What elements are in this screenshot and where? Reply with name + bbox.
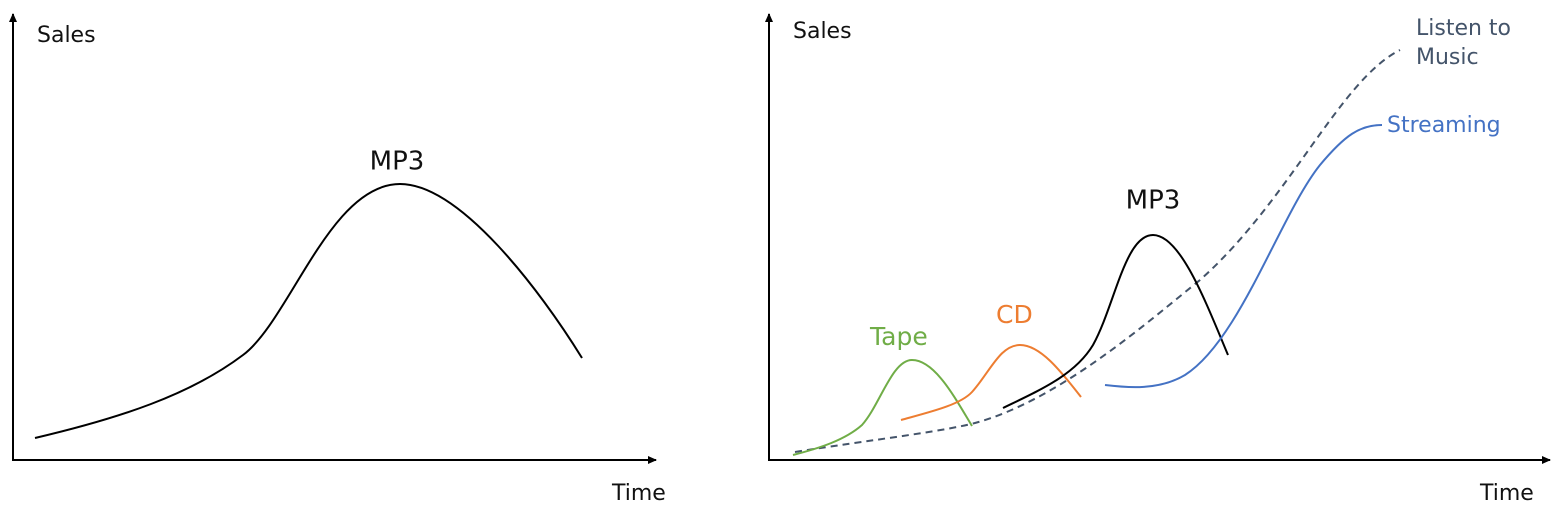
mp3-curve xyxy=(1002,233,1229,409)
y-axis-label: Sales xyxy=(793,19,852,44)
mp3-curve xyxy=(34,182,583,439)
right-panel: Sales Time Tape CD MP3 Listen to Music S… xyxy=(765,13,1551,506)
listen-label-line: Listen to xyxy=(1416,16,1511,41)
streaming-curve xyxy=(1104,124,1383,389)
y-axis-label: Sales xyxy=(37,23,96,48)
tape-label: Tape xyxy=(869,322,928,351)
x-axis-label: Time xyxy=(1479,481,1534,506)
left-panel: Sales Time MP3 xyxy=(9,13,666,506)
listen-label-line: Music xyxy=(1416,45,1479,70)
cd-curve xyxy=(900,343,1082,421)
mp3-label: MP3 xyxy=(1126,186,1181,216)
streaming-label: Streaming xyxy=(1387,113,1501,138)
curve-label: MP3 xyxy=(370,147,425,177)
x-axis-label: Time xyxy=(611,481,666,506)
tape-curve xyxy=(792,358,973,456)
cd-label: CD xyxy=(996,300,1033,329)
listen-to-music-curve xyxy=(794,49,1401,453)
